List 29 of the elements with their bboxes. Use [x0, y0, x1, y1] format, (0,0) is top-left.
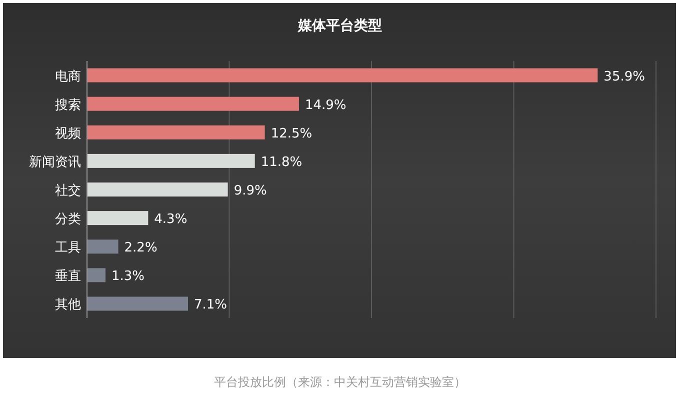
y-tick-label: 工具 [55, 240, 81, 256]
data-label: 9.9% [234, 184, 267, 198]
y-tick-label: 电商 [55, 69, 81, 84]
text: 平台投放比例（来源：中关村互动营销实验室） [214, 375, 466, 389]
bar [87, 68, 598, 82]
bar [87, 268, 106, 282]
bar [87, 240, 118, 254]
y-tick-label: 新闻资讯 [29, 154, 81, 170]
bar [87, 182, 228, 196]
y-tick-label: 分类 [55, 212, 81, 228]
data-label: 14.9% [304, 98, 346, 113]
y-tick-label: 社交 [55, 182, 81, 198]
bar [87, 96, 299, 111]
bar [87, 154, 255, 168]
data-label: 35.9% [604, 69, 645, 84]
data-label: 2.2% [124, 240, 158, 256]
data-label: 7.1% [194, 298, 228, 313]
y-tick-label: 垂直 [55, 269, 81, 284]
y-tick-label: 搜索 [55, 98, 81, 113]
y-tick-label: 视频 [55, 126, 81, 142]
data-label: 1.3% [111, 269, 145, 284]
bar [87, 211, 148, 226]
chart-title: 媒体平台类型 [297, 18, 382, 34]
data-label: 4.3% [154, 212, 188, 228]
bar [87, 125, 265, 140]
y-tick-label: 其他 [55, 298, 81, 313]
data-label: 11.8% [260, 154, 302, 170]
bar [87, 296, 188, 311]
data-label: 12.5% [270, 126, 312, 142]
